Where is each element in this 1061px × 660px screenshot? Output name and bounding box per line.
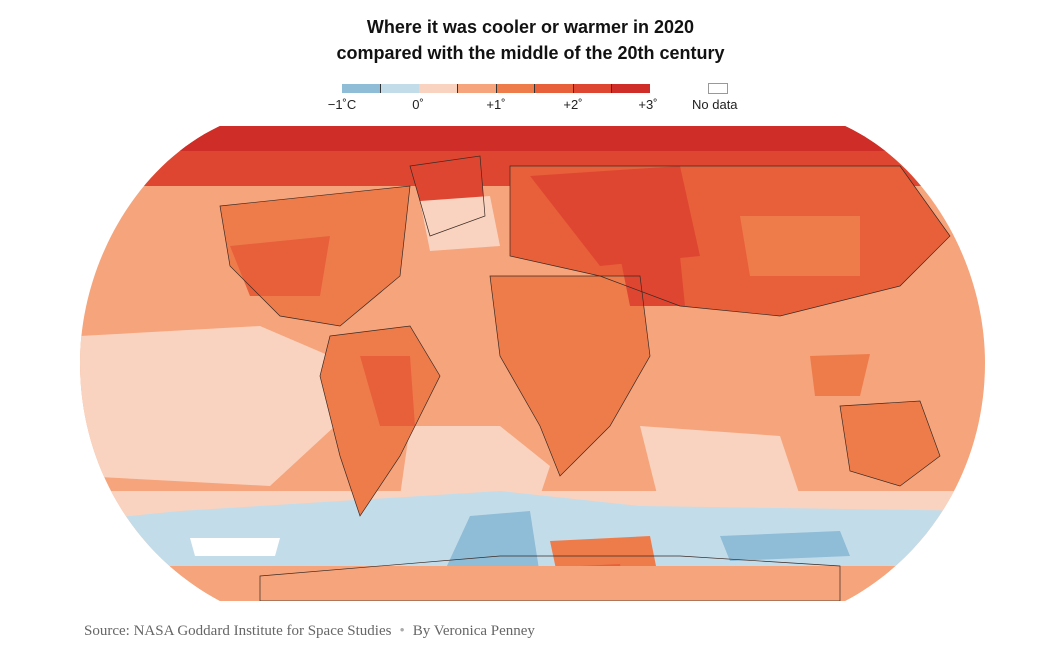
legend-label-plus1: +1˚ [486,97,506,112]
legend-label-plus3: +3˚ [638,97,658,112]
coastline-africa [489,275,651,477]
color-legend: −1˚C 0˚ +1˚ +2˚ +3˚ No data [327,82,750,116]
legend-swatch-8 [611,84,650,93]
middle-east-hot [620,256,685,306]
legend-tick [573,84,574,93]
coastline-group [219,155,951,601]
legend-label-0: 0˚ [412,97,424,112]
australia-fill [840,401,940,486]
legend-tick [611,84,612,93]
legend-label-plus2: +2˚ [563,97,583,112]
maritime-warm [810,354,870,396]
coastline-australia [839,400,941,487]
coastline-south-america [319,325,441,517]
legend-tick [534,84,535,93]
antarctica-fill [80,566,985,601]
south-atlantic-mild [400,426,550,496]
no-data-patch [190,538,280,556]
title-line-1: Where it was cooler or warmer in 2020 [366,17,695,37]
coastline-antarctica [259,555,841,601]
coastline-eurasia [509,165,951,317]
no-data-swatch [708,83,728,94]
north-america-west [230,236,330,296]
pacific-mild-area [80,326,335,486]
no-data-label: No data [692,97,738,112]
amazon-warm [360,356,415,426]
north-atlantic-mild [420,196,500,251]
byline-text: By Veronica Penney [412,623,535,639]
legend-swatch-4 [457,84,496,93]
map-fill-group [80,126,985,601]
coastline-north-america [219,185,411,327]
legend-swatch-7 [573,84,612,93]
temperature-anomaly-map [80,126,985,601]
legend-swatch-5 [496,84,535,93]
title-line-2: compared with the middle of the 20th cen… [336,43,725,63]
separator-dot: • [399,623,405,639]
legend-swatch-2 [380,84,419,93]
indian-ocean-mild [640,426,800,506]
coastline-greenland [409,155,486,237]
ross-cold [720,531,850,561]
legend-swatch-1 [342,84,381,93]
arctic-hot-band [80,126,985,151]
source-text: Source: NASA Goddard Institute for Space… [84,623,392,639]
legend-swatch-6 [534,84,573,93]
legend-tick [496,84,497,93]
legend-swatch-3 [419,84,458,93]
central-asia [740,216,860,276]
chart-title: Where it was cooler or warmer in 2020 co… [0,14,1061,66]
europe-hot [530,166,700,266]
weddell-cold [440,511,540,581]
legend-tick [457,84,458,93]
pacific-patch [110,386,190,426]
legend-tick [380,84,381,93]
legend-color-scale [342,84,650,93]
source-line: Source: NASA Goddard Institute for Space… [84,623,535,640]
legend-label-minus1: −1˚C [327,97,357,112]
